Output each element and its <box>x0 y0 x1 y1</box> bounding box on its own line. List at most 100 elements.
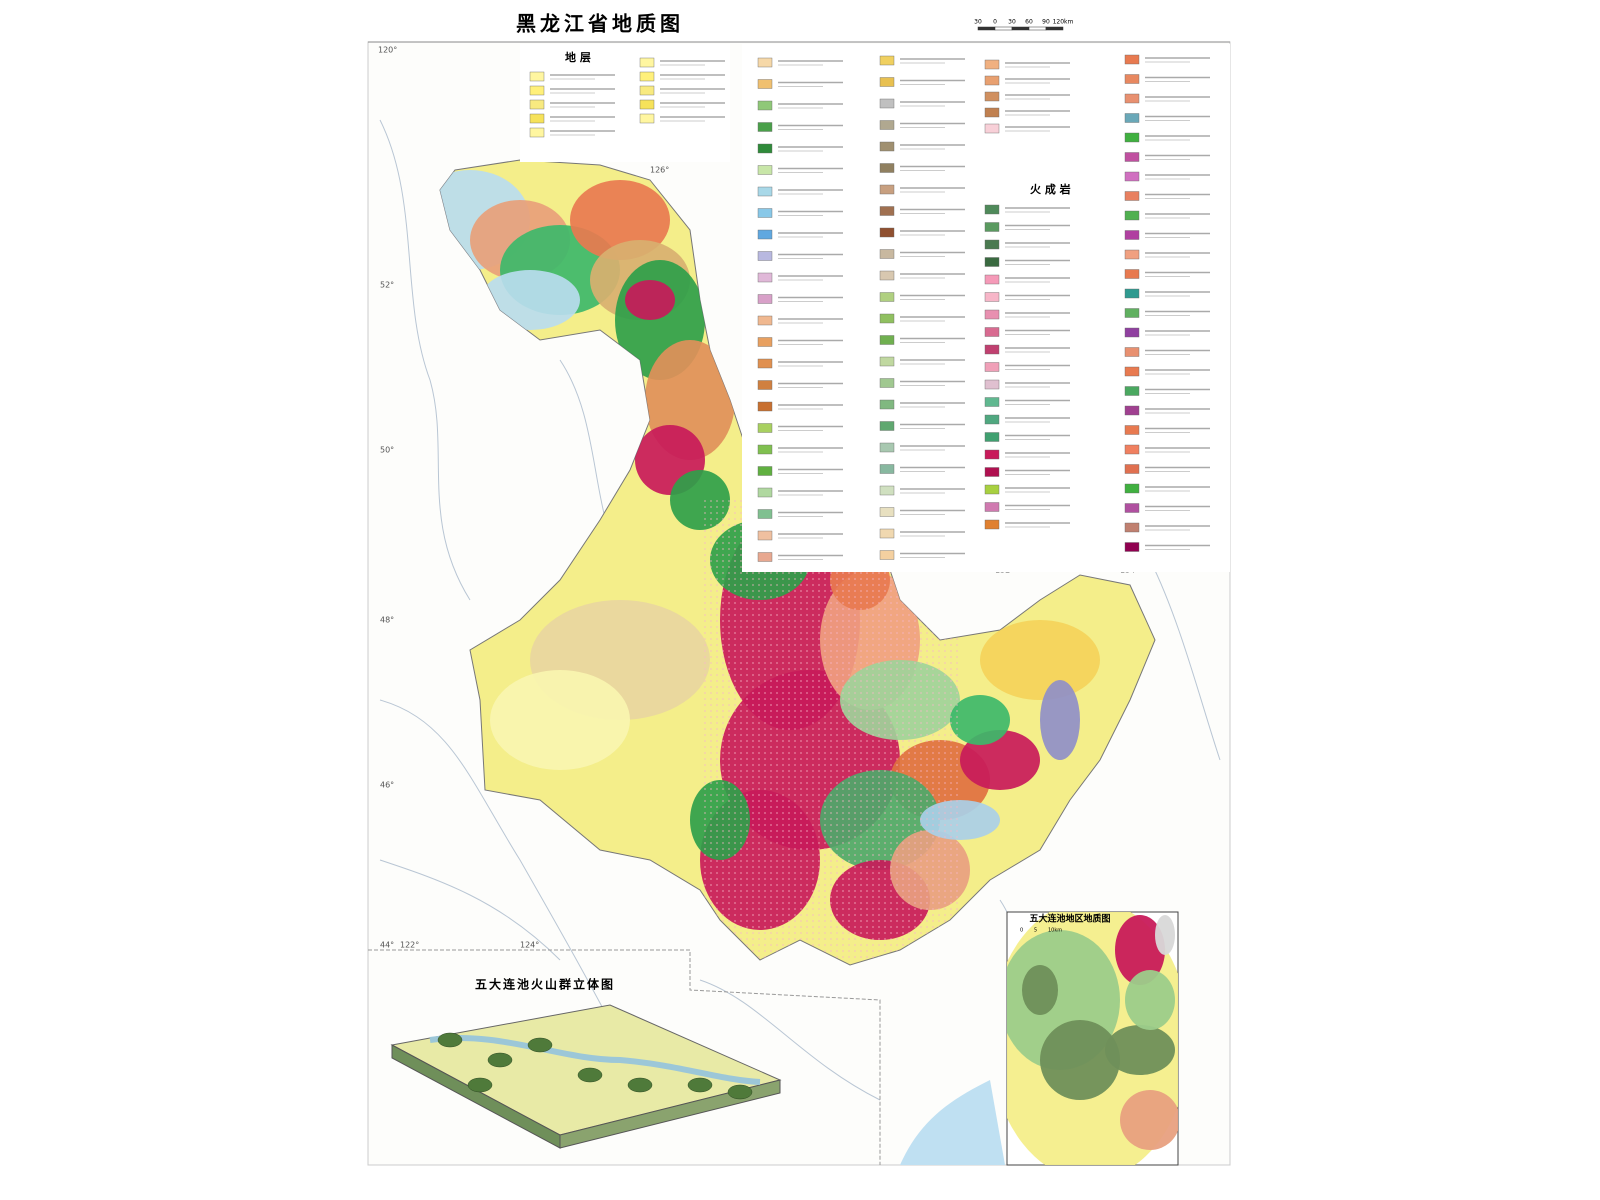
legend-swatch <box>879 98 895 109</box>
inset-map-title: 五大连池地区地质图 <box>1029 913 1110 925</box>
river <box>699 979 881 1101</box>
legend-swatch <box>879 550 895 560</box>
legend-swatch <box>984 432 1000 442</box>
legend-swatch <box>879 206 895 216</box>
legend-swatch <box>1124 230 1140 240</box>
legend-swatch <box>1124 503 1140 513</box>
legend-swatch <box>1124 347 1140 357</box>
scale-segment <box>1045 26 1064 31</box>
legend-swatch <box>879 399 895 410</box>
legend-swatch <box>1124 425 1140 435</box>
scale-tick-label: 60 <box>1025 19 1033 26</box>
legend-swatch <box>984 91 1000 102</box>
legend-swatch <box>984 327 1000 337</box>
legend-swatch <box>639 85 655 96</box>
legend-swatch <box>1124 93 1140 104</box>
legend-swatches <box>529 54 1210 562</box>
inset-units <box>1007 912 1178 1165</box>
river <box>379 859 561 961</box>
legend-swatch <box>984 107 1000 118</box>
inset-scale-label: 5 <box>1034 928 1037 934</box>
legend-swatch <box>757 186 773 197</box>
legend-swatch <box>1124 113 1140 123</box>
inset-unit <box>1105 1025 1175 1075</box>
legend-swatch <box>529 113 545 124</box>
geologic-unit <box>490 670 630 770</box>
legend-swatch <box>879 507 895 517</box>
legend-swatch <box>757 552 773 562</box>
volcano-cone <box>467 1077 493 1093</box>
legend-swatch <box>1124 405 1140 416</box>
latitude-label: 52° <box>380 281 394 290</box>
legend-swatch <box>757 143 773 154</box>
map-title: 黑龙江省地质图 <box>516 12 684 36</box>
scale-tick-label: 0 <box>993 19 997 26</box>
scale-tick-label: 120km <box>1053 19 1074 26</box>
geologic-unit <box>570 180 670 260</box>
legend-swatch <box>984 519 1000 530</box>
volcano-cone <box>577 1067 603 1083</box>
legend-swatch <box>757 444 773 455</box>
legend-swatch <box>529 71 545 82</box>
legend-swatch <box>984 309 1000 320</box>
inset-unit <box>1155 915 1175 955</box>
legend-swatch <box>757 122 773 132</box>
legend-swatch <box>984 239 1000 250</box>
legend-swatch <box>879 292 895 302</box>
legend-swatch <box>1124 269 1140 279</box>
legend-swatch <box>757 358 773 369</box>
geologic-units <box>440 170 1100 960</box>
legend-swatch <box>984 484 1000 495</box>
legend-swatch <box>639 71 655 82</box>
inset-unit <box>1040 1020 1120 1100</box>
legend-swatch <box>879 464 895 474</box>
legend-swatch <box>879 249 895 259</box>
legend-swatch <box>757 251 773 261</box>
legend-swatch <box>1124 522 1140 533</box>
longitude-label: 120° <box>378 46 397 55</box>
legend-swatch <box>984 502 1000 512</box>
legend-swatch <box>757 100 773 111</box>
legend-swatch <box>984 362 1000 372</box>
legend-swatch <box>879 77 895 87</box>
legend-swatch <box>984 222 1000 232</box>
block-diagram-title: 五大连池火山群立体图 <box>475 977 615 992</box>
legend-swatch <box>1124 54 1140 65</box>
legend-swatch <box>529 127 545 138</box>
geologic-unit <box>1040 680 1080 760</box>
legend-swatch <box>984 292 1000 302</box>
legend-swatch <box>879 163 895 173</box>
latitude-label: 44° <box>380 941 394 950</box>
legend-swatch <box>757 380 773 390</box>
inset-unit <box>1120 1090 1178 1150</box>
legend-swatch <box>1124 542 1140 552</box>
legend-swatch <box>1124 308 1140 318</box>
legend-swatch <box>984 204 1000 215</box>
legend-swatch <box>879 55 895 66</box>
legend-swatch <box>1124 74 1140 84</box>
legend-swatch <box>529 85 545 96</box>
legend-swatch <box>1124 464 1140 474</box>
legend-swatch <box>1124 171 1140 182</box>
volcano-cone <box>687 1077 713 1093</box>
legend-swatch <box>757 401 773 412</box>
scale-segment <box>1011 26 1030 31</box>
legend-swatch <box>639 99 655 110</box>
latitude-label: 48° <box>380 616 394 625</box>
legend-swatch <box>529 99 545 110</box>
legend-swatch <box>757 487 773 498</box>
legend-swatch <box>879 313 895 324</box>
legend-swatch <box>1124 366 1140 377</box>
igneous-heading: 火 成 岩 <box>1030 182 1071 196</box>
inset-unit <box>1022 965 1058 1015</box>
legend-swatch <box>984 59 1000 70</box>
inset-unit <box>1125 970 1175 1030</box>
volcano-cone <box>527 1037 553 1053</box>
longitude-label: 122° <box>400 941 419 950</box>
legend-swatch <box>757 208 773 218</box>
legend-swatch <box>757 165 773 175</box>
legend-swatch <box>879 528 895 539</box>
legend-swatch <box>984 344 1000 355</box>
inset-scale-label: 0 <box>1020 928 1023 934</box>
legend-swatch <box>879 120 895 130</box>
